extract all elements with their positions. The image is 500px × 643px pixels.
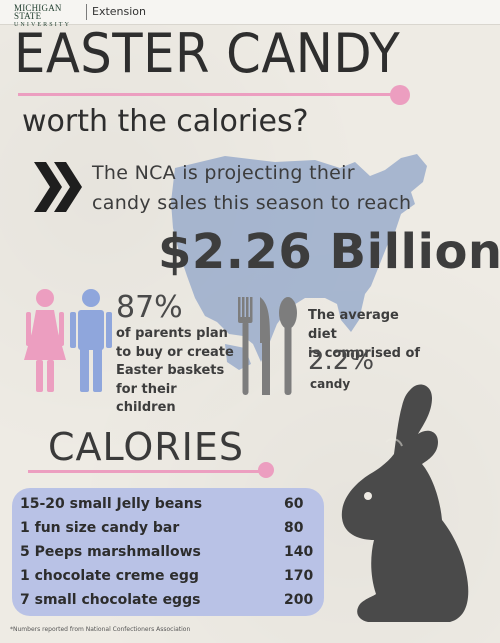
extension-label: Extension	[92, 5, 147, 18]
man-icon	[70, 289, 112, 392]
logo-line1: MICHIGAN STATE	[14, 3, 62, 21]
calories-value: 60	[284, 496, 304, 512]
nca-line2: candy sales this season to reach	[92, 192, 412, 214]
calories-row: 7 small chocolate eggs 200	[20, 592, 320, 614]
knife-icon	[260, 297, 270, 395]
diet-percent: 2.2%	[308, 346, 375, 376]
logo-divider	[86, 4, 87, 20]
calories-row: 15-20 small Jelly beans 60	[20, 496, 320, 518]
sales-amount: $2.26 Billion	[158, 224, 500, 280]
logo-line2: UNIVERSITY	[14, 22, 71, 28]
calories-row: 1 fun size candy bar 80	[20, 520, 320, 542]
parents-text-line: for their children	[116, 381, 177, 416]
calories-table	[12, 488, 324, 616]
calories-underline	[28, 470, 268, 473]
calories-value: 200	[284, 592, 314, 608]
cutlery-icons	[238, 297, 297, 395]
calories-item: 1 fun size candy bar	[20, 520, 180, 536]
parents-text-line: of parents plan	[116, 326, 228, 341]
calories-item: 5 Peeps marshmallows	[20, 544, 201, 560]
parents-percent: 87%	[116, 290, 183, 325]
parents-text-line: Easter baskets	[116, 363, 225, 378]
calories-row: 1 chocolate creme egg 170	[20, 568, 320, 590]
woman-icon	[24, 289, 66, 392]
subtitle: worth the calories?	[22, 104, 309, 139]
calories-item: 7 small chocolate eggs	[20, 592, 201, 608]
parents-text-line: to buy or create	[116, 344, 234, 360]
calories-row: 5 Peeps marshmallows 140	[20, 544, 320, 566]
parents-text: of parents plan to buy or create Easter …	[116, 325, 236, 418]
title-underline	[18, 93, 398, 96]
calories-item: 15-20 small Jelly beans	[20, 496, 203, 512]
spoon-icon	[279, 297, 297, 395]
title-underline-dot	[390, 85, 410, 105]
diet-text-line: is comprised of	[308, 346, 421, 361]
bunny-silhouette	[341, 384, 469, 622]
nca-line1: The NCA is projecting their	[92, 162, 355, 184]
diet-text-line: The average diet	[308, 308, 399, 342]
calories-value: 170	[284, 568, 314, 584]
calories-item: 1 chocolate creme egg	[20, 568, 199, 584]
fork-icon	[238, 297, 253, 395]
msu-logo: MICHIGAN STATE UNIVERSITY	[14, 3, 84, 29]
calories-underline-dot	[258, 462, 274, 478]
calories-value: 80	[284, 520, 304, 536]
calories-heading: CALORIES	[48, 425, 244, 469]
chevron-icon	[34, 162, 82, 212]
header-bar: MICHIGAN STATE UNIVERSITY Extension	[0, 0, 500, 29]
page-title: EASTER CANDY	[14, 22, 401, 85]
footnote: *Numbers reported from National Confecti…	[10, 626, 191, 633]
diet-candy-label: candy	[310, 377, 351, 391]
calories-value: 140	[284, 544, 314, 560]
diet-text: The average diet is comprised of	[308, 306, 428, 363]
